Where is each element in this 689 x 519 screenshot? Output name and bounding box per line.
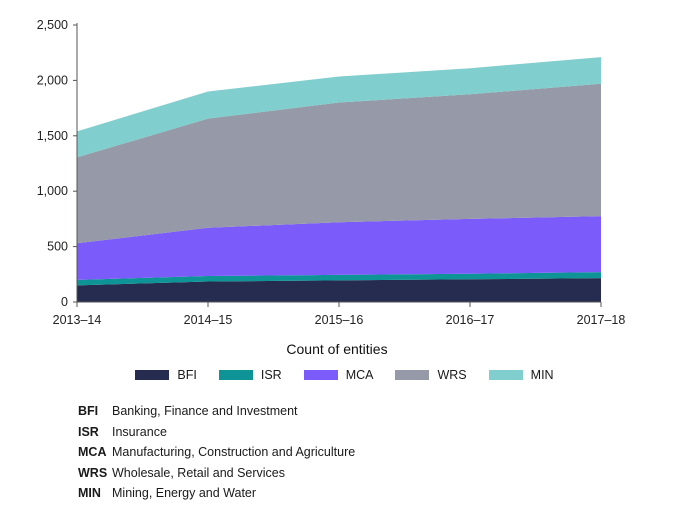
- legend-swatch: [218, 370, 253, 380]
- legend-item-mca: MCA: [303, 368, 374, 382]
- y-tick-label: 500: [47, 240, 68, 254]
- abbreviation-text: Banking, Finance and Investment: [112, 404, 298, 419]
- legend-label: MIN: [530, 368, 554, 382]
- x-tick-label: 2013–14: [53, 313, 102, 327]
- abbreviation-text: Manufacturing, Construction and Agricult…: [112, 445, 356, 460]
- area-layers: [77, 57, 601, 302]
- abbreviation-row: MIN Mining, Energy and Water: [78, 483, 355, 504]
- legend-swatch: [488, 370, 523, 380]
- x-tick-label: 2017–18: [577, 313, 626, 327]
- legend-label: WRS: [437, 368, 467, 382]
- x-tick-label: 2015–16: [315, 313, 364, 327]
- abbreviation-text: Wholesale, Retail and Services: [112, 465, 285, 480]
- y-tick-label: 1,500: [37, 129, 68, 143]
- area-min: [77, 57, 601, 158]
- x-axis-label: Count of entities: [286, 341, 387, 357]
- y-tick-label: 2,000: [37, 73, 68, 87]
- y-tick-label: 2,500: [37, 18, 68, 32]
- area-isr: [77, 272, 601, 286]
- legend-item-isr: ISR: [218, 368, 282, 382]
- abbreviation-text: Mining, Energy and Water: [112, 486, 257, 501]
- abbreviation-row: BFI Banking, Finance and Investment: [78, 401, 355, 422]
- abbreviation-code: MIN: [78, 486, 101, 501]
- abbreviation-code: MCA: [78, 445, 107, 460]
- area-wrs: [77, 83, 601, 244]
- abbreviation-row: WRS Wholesale, Retail and Services: [78, 463, 355, 484]
- abbreviation-code: WRS: [78, 465, 108, 480]
- x-tick-label: 2016–17: [446, 313, 495, 327]
- area-mca: [77, 216, 601, 280]
- stacked-area-chart: 0 500 1,000 1,500 2,000 2,500 2013–14 2014–15 20…: [37, 18, 626, 357]
- y-tick-label: 0: [61, 295, 68, 309]
- legend: BFI ISR MCA WRS MIN: [0, 368, 689, 382]
- legend-label: MCA: [345, 368, 374, 382]
- abbreviation-row: ISR Insurance: [78, 422, 355, 443]
- legend-label: ISR: [260, 368, 282, 382]
- y-tick-label: 1,000: [37, 184, 68, 198]
- legend-item-wrs: WRS: [395, 368, 467, 382]
- abbreviation-code: BFI: [78, 404, 99, 419]
- area-bfi: [77, 278, 601, 302]
- legend-swatch: [135, 370, 170, 380]
- legend-label: BFI: [177, 368, 197, 382]
- abbreviation-row: MCA Manufacturing, Construction and Agric…: [78, 442, 355, 463]
- abbreviation-text: Insurance: [112, 424, 167, 439]
- axes: 0 500 1,000 1,500 2,000 2,500 2013–14 2014–15 20…: [37, 18, 626, 327]
- abbreviation-code: ISR: [78, 424, 99, 439]
- legend-swatch: [303, 370, 338, 380]
- x-tick-label: 2014–15: [184, 313, 233, 327]
- legend-item-bfi: BFI: [135, 368, 197, 382]
- legend-item-min: MIN: [488, 368, 554, 382]
- legend-swatch: [395, 370, 430, 380]
- abbreviation-list: BFI Banking, Finance and Investment ISR Ins…: [78, 401, 355, 504]
